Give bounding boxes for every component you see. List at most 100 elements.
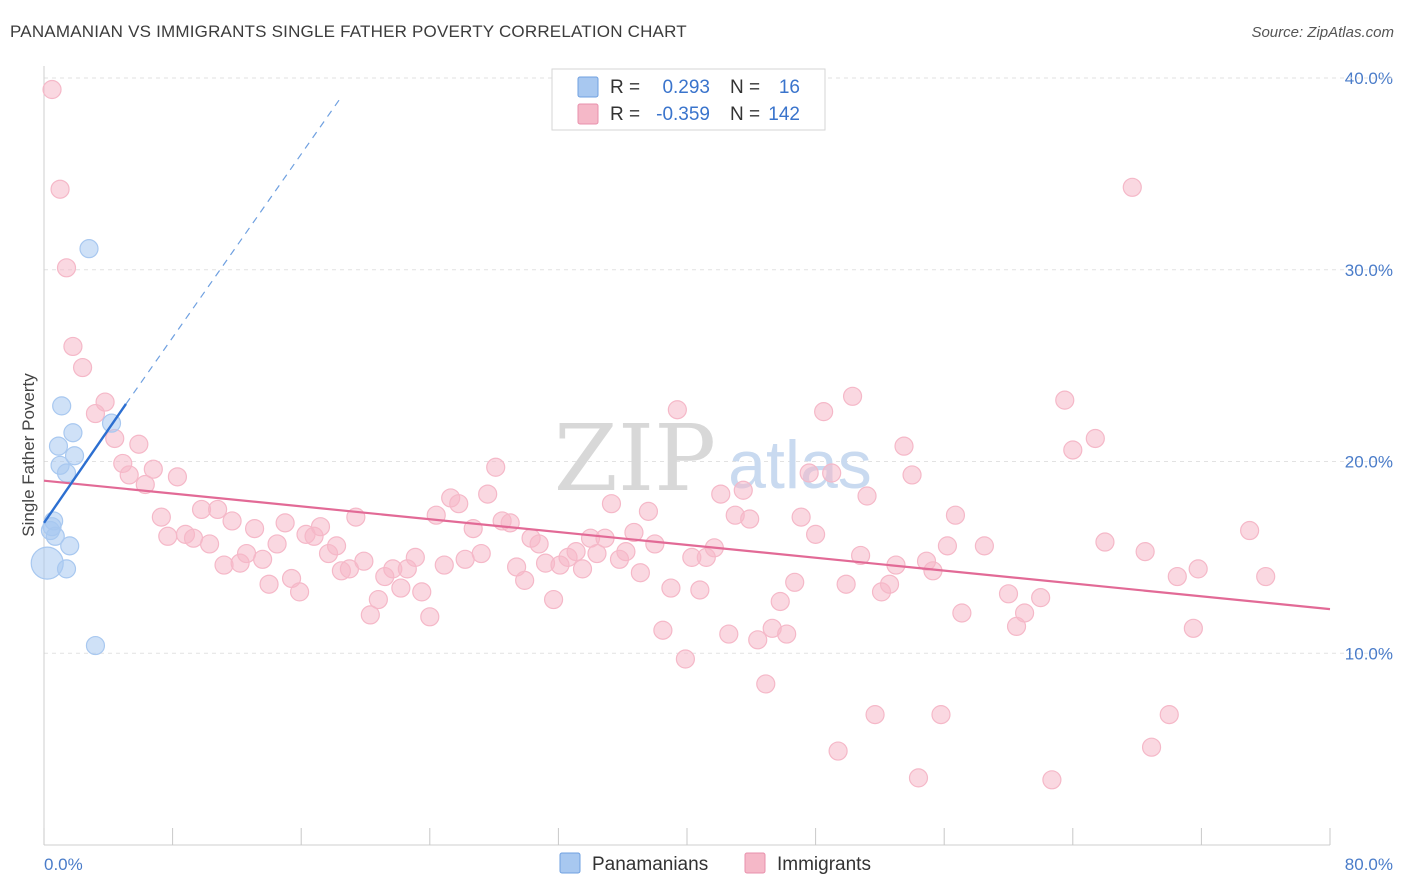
data-point (244, 519, 265, 539)
data-point (1085, 428, 1105, 449)
data-point (515, 570, 535, 590)
legend-r-value-2: -0.359 (656, 104, 710, 125)
data-point (56, 258, 77, 278)
data-point (945, 505, 966, 525)
data-point (785, 572, 805, 592)
data-point (690, 580, 710, 600)
data-point (455, 549, 475, 569)
data-point (937, 536, 958, 556)
data-point (624, 522, 644, 543)
data-point (486, 457, 506, 477)
data-point (368, 589, 388, 610)
bottom-legend-label-panamanians: Panamanians (592, 854, 708, 875)
data-point (1135, 542, 1155, 562)
data-point (529, 534, 549, 554)
data-point (748, 630, 768, 650)
bottom-legend: Panamanians Immigrants (559, 852, 871, 875)
data-point (974, 536, 994, 556)
data-point (42, 517, 62, 537)
data-point (191, 499, 212, 520)
data-point (64, 446, 85, 466)
legend-r-label-1: R = (610, 77, 640, 98)
legend-r-value-1: 0.293 (662, 77, 710, 98)
legend-n-value-1: 16 (779, 77, 800, 98)
data-point (135, 474, 155, 495)
data-point (1256, 566, 1276, 587)
data-point (931, 705, 951, 725)
data-point (842, 386, 863, 406)
data-point (675, 649, 695, 669)
y-axis-label: Single Father Poverty (19, 373, 38, 537)
data-point (208, 499, 228, 520)
data-point (851, 545, 871, 566)
data-point (601, 494, 622, 514)
y-tick-label: 30.0% (1345, 261, 1393, 280)
data-point (1122, 177, 1142, 197)
data-point (199, 534, 220, 554)
data-point (865, 705, 885, 725)
data-point (711, 484, 731, 504)
data-point (412, 582, 432, 602)
data-point (587, 543, 607, 564)
data-point (143, 459, 163, 479)
data-point (756, 674, 776, 694)
data-point (616, 542, 636, 562)
data-point (814, 402, 834, 422)
data-point (902, 465, 922, 485)
data-point (85, 403, 106, 424)
data-point (630, 563, 650, 583)
data-point (822, 463, 842, 483)
data-point (129, 434, 149, 454)
data-point (1031, 588, 1051, 608)
data-point (879, 574, 900, 594)
data-point (566, 542, 586, 562)
legend-n-value-2: 142 (768, 104, 800, 125)
grid-lines: 10.0% 20.0% 30.0% 40.0% (44, 69, 1393, 663)
data-point (259, 574, 279, 594)
data-point (645, 534, 665, 554)
data-point (500, 513, 520, 533)
data-point (434, 555, 454, 575)
data-point (42, 79, 62, 100)
data-point (777, 624, 797, 644)
data-point (857, 486, 877, 506)
chart-source: Source: ZipAtlas.com (1251, 24, 1394, 41)
data-point (1159, 705, 1179, 725)
data-point (158, 526, 178, 546)
series-panamanians (30, 239, 122, 656)
data-point (471, 543, 491, 564)
data-point (289, 582, 310, 602)
data-point (799, 463, 819, 483)
data-point (894, 436, 914, 456)
data-point (740, 509, 760, 529)
legend-n-label-2: N = (730, 104, 760, 125)
data-point (543, 589, 564, 610)
data-point (805, 524, 826, 544)
data-point (360, 605, 380, 625)
data-point (119, 465, 139, 485)
data-point (1063, 440, 1083, 460)
legend-n-label-1: N = (730, 77, 760, 98)
watermark-zip: ZIP (554, 405, 716, 512)
y-tick-label: 10.0% (1345, 644, 1393, 663)
data-point (167, 467, 188, 487)
data-point (998, 584, 1019, 604)
data-point (1095, 532, 1115, 552)
data-point (572, 559, 593, 579)
trend-line-immigrants (43, 479, 1331, 611)
data-point (952, 603, 972, 623)
data-point (1183, 618, 1203, 638)
data-point (836, 574, 856, 594)
data-point (50, 179, 70, 199)
data-point (63, 423, 83, 443)
series-immigrants (42, 79, 1276, 790)
x-tick-label: 0.0% (44, 855, 83, 874)
data-point (719, 624, 739, 644)
data-point (733, 480, 753, 500)
trend-line-panamanians (43, 403, 127, 524)
data-point (151, 507, 171, 527)
data-point (222, 511, 242, 531)
data-point (661, 578, 681, 598)
data-point (310, 517, 331, 537)
